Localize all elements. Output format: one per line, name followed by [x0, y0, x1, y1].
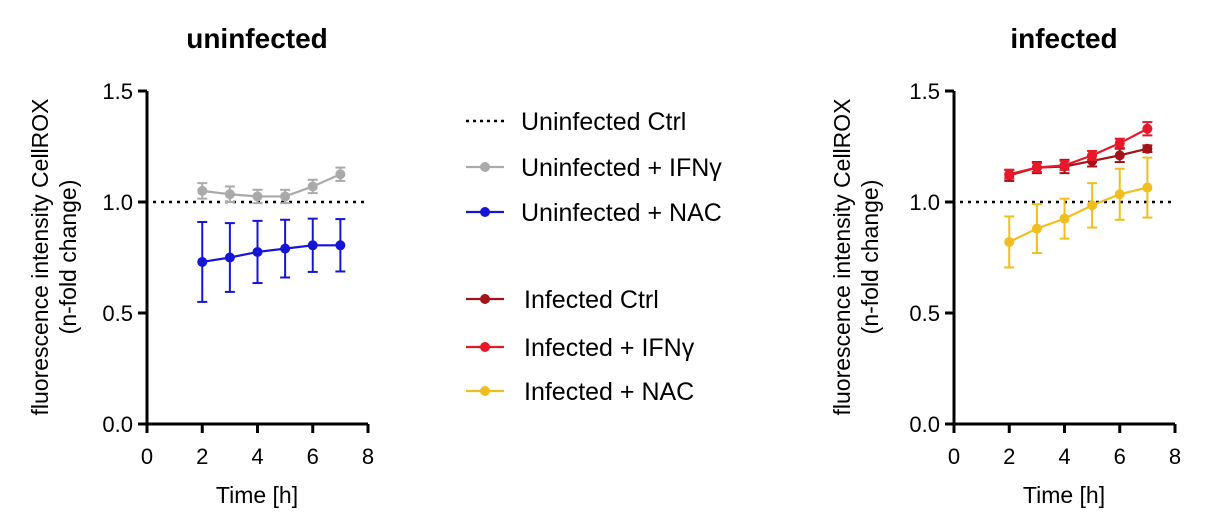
x-axis-title: Time [h] — [216, 482, 298, 508]
legend-label: Uninfected Ctrl — [521, 108, 686, 136]
x-axis-title: Time [h] — [1023, 482, 1105, 508]
series-line — [202, 244, 341, 264]
legend-marker — [480, 162, 490, 172]
data-point — [1004, 236, 1015, 247]
legend-item: Uninfected + NAC — [466, 199, 722, 227]
y-axis-title: fluorescence intensity CellROX — [27, 98, 53, 415]
y-tick-label: 1.0 — [102, 190, 133, 215]
series — [1004, 121, 1153, 180]
data-point — [280, 243, 291, 254]
series — [1004, 156, 1153, 269]
data-point — [1087, 150, 1098, 161]
data-point — [1087, 200, 1098, 211]
data-point — [1114, 138, 1125, 149]
legend-item: Uninfected + IFNγ — [466, 154, 722, 182]
series — [1004, 143, 1153, 182]
legend-label: Uninfected + IFNγ — [521, 154, 722, 182]
data-point — [197, 185, 208, 196]
legend-marker — [480, 207, 490, 217]
x-tick-label: 4 — [251, 444, 263, 469]
y-tick-label: 0.5 — [102, 301, 133, 326]
chart-infected: infected fluorescence intensity CellROX … — [829, 23, 1181, 508]
data-point — [307, 240, 318, 251]
x-tick-label: 8 — [362, 444, 374, 469]
data-point — [1059, 213, 1070, 224]
y-axis-title: fluorescence intensity CellROX — [829, 98, 855, 415]
series-line — [202, 173, 341, 198]
series-line — [1008, 127, 1148, 176]
y-tick-label: 0.0 — [102, 412, 133, 437]
x-tick-label: 2 — [196, 444, 208, 469]
data-point — [224, 189, 235, 200]
data-point — [1142, 182, 1153, 193]
legend-item: Infected + IFNγ — [466, 334, 695, 362]
legend-label: Infected + NAC — [524, 378, 694, 406]
data-point — [280, 191, 291, 202]
series-line — [1008, 147, 1148, 177]
y-tick-label: 1.5 — [909, 79, 940, 104]
y-tick-label: 0.0 — [909, 412, 940, 437]
legend-label: Uninfected + NAC — [521, 199, 722, 227]
chart-title: infected — [1010, 23, 1117, 54]
data-point — [252, 246, 263, 257]
legend-label: Infected + IFNγ — [524, 334, 695, 362]
chart-uninfected: uninfected fluorescence intensity CellRO… — [27, 23, 374, 508]
x-tick-label: 6 — [307, 444, 319, 469]
legend-marker — [480, 386, 490, 396]
data-point — [1004, 169, 1015, 180]
data-point — [1114, 150, 1125, 161]
y-tick-label: 0.5 — [909, 301, 940, 326]
y-axis-title-line2: (n-fold change) — [857, 180, 883, 335]
data-point — [1031, 162, 1042, 173]
x-tick-label: 8 — [1169, 444, 1181, 469]
x-tick-label: 0 — [141, 444, 153, 469]
legend-marker — [480, 342, 490, 352]
data-point — [307, 181, 318, 192]
series — [197, 166, 346, 205]
data-point — [335, 169, 346, 180]
legend: Uninfected Ctrl Uninfected + IFNγ Uninfect… — [466, 108, 722, 406]
series — [197, 217, 346, 303]
data-point — [252, 191, 263, 202]
legend-item: Uninfected Ctrl — [466, 108, 686, 136]
x-tick-label: 0 — [948, 444, 960, 469]
chart-title: uninfected — [186, 23, 328, 54]
data-point — [1059, 160, 1070, 171]
y-tick-label: 1.0 — [909, 190, 940, 215]
data-point — [197, 256, 208, 267]
data-point — [1031, 223, 1042, 234]
data-point — [1142, 143, 1153, 154]
legend-item: Infected + NAC — [466, 378, 694, 406]
data-point — [224, 252, 235, 263]
x-tick-label: 4 — [1058, 444, 1070, 469]
y-tick-label: 1.5 — [102, 79, 133, 104]
x-tick-label: 6 — [1114, 444, 1126, 469]
legend-label: Infected Ctrl — [524, 286, 659, 314]
y-axis-title-line2: (n-fold change) — [55, 180, 81, 335]
x-tick-label: 2 — [1003, 444, 1015, 469]
legend-item: Infected Ctrl — [466, 286, 659, 314]
data-point — [1142, 123, 1153, 134]
data-point — [1114, 189, 1125, 200]
legend-marker — [480, 294, 490, 304]
series-line — [1008, 186, 1148, 243]
data-point — [335, 240, 346, 251]
